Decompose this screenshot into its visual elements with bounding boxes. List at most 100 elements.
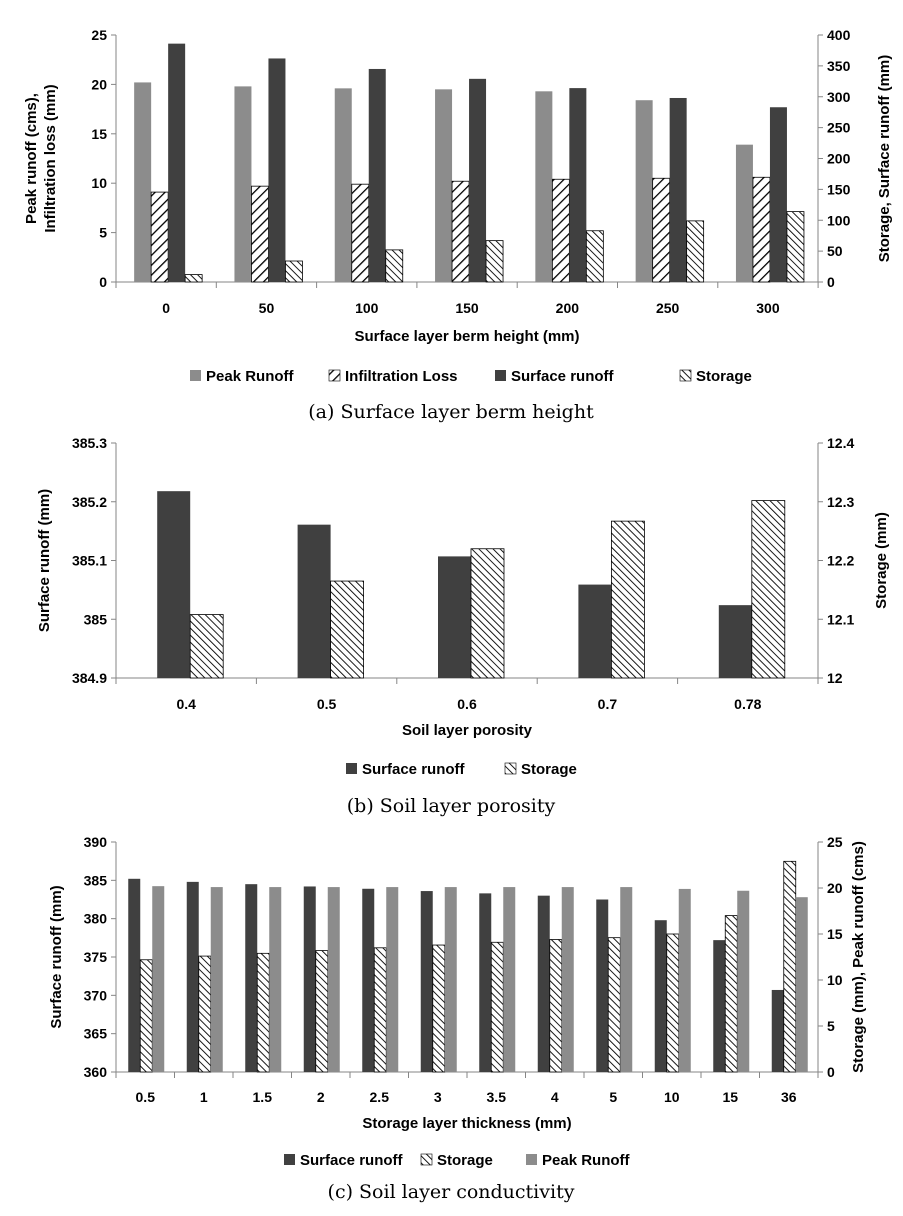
bar-storage [330, 580, 365, 679]
bar-peak-runoff [386, 887, 399, 1072]
bar-surface-runoff [537, 895, 550, 1072]
bar-surface-runoff [654, 920, 667, 1072]
left-axis-title-line: Peak runoff (cms), [23, 93, 40, 224]
bar-surface-runoff [303, 886, 316, 1072]
x-tick-label: 0.5 [317, 696, 337, 712]
x-tick-label: 0.6 [457, 696, 477, 712]
x-tick-label: 250 [656, 300, 680, 316]
x-tick-label: 50 [259, 300, 275, 316]
x-tick-label: 5 [609, 1089, 617, 1105]
x-tick-label: 150 [455, 300, 479, 316]
legend-swatch [420, 1153, 433, 1166]
bar-storage [611, 520, 645, 679]
left-axis-title-line: Infiltration loss (mm) [42, 84, 59, 232]
right-tick-label: 15 [827, 926, 843, 942]
left-tick-label: 20 [91, 76, 107, 92]
left-axis-title: Surface runoff (mm) [36, 489, 53, 632]
bar-storage [490, 941, 504, 1073]
right-tick-label: 12 [827, 670, 843, 686]
right-tick-label: 200 [827, 151, 851, 167]
x-tick-label: 0.78 [734, 696, 761, 712]
left-tick-label: 390 [84, 834, 108, 850]
left-tick-label: 25 [91, 27, 107, 43]
bar-peak-runoff [435, 89, 453, 282]
x-tick-label: 0.5 [136, 1089, 156, 1105]
right-axis-title: Storage (mm), Peak runoff (cms) [850, 841, 867, 1073]
bar-infiltration-loss [251, 185, 269, 283]
bar-peak-runoff [444, 887, 457, 1072]
bar-storage [666, 933, 680, 1073]
left-tick-label: 15 [91, 126, 107, 142]
bar-peak-runoff [620, 887, 633, 1072]
bar-surface-runoff [245, 884, 258, 1072]
right-tick-label: 5 [827, 1018, 835, 1034]
right-tick-label: 12.4 [827, 435, 854, 451]
bar-storage [607, 937, 621, 1073]
legend-label: Surface runoff [362, 761, 466, 778]
right-tick-label: 10 [827, 972, 843, 988]
right-tick-label: 400 [827, 27, 851, 43]
bar-peak-runoff [269, 887, 282, 1072]
right-axis-title: Storage, Surface runoff (mm) [876, 55, 893, 263]
legend-swatch [328, 369, 341, 382]
bar-surface-runoff [596, 899, 609, 1072]
bar-surface-runoff [569, 88, 587, 282]
right-tick-label: 250 [827, 120, 851, 136]
left-tick-label: 385 [84, 872, 108, 888]
legend-label: Infiltration Loss [345, 368, 458, 385]
bar-surface-runoff [420, 891, 433, 1072]
bar-storage [315, 950, 329, 1073]
bar-peak-runoff [134, 82, 152, 282]
x-tick-label: 4 [551, 1089, 559, 1105]
right-tick-label: 350 [827, 58, 851, 74]
bar-infiltration-loss [752, 176, 771, 283]
bar-storage [470, 548, 505, 679]
bar-peak-runoff [737, 890, 750, 1072]
right-tick-label: 50 [827, 243, 843, 259]
bar-surface-runoff [368, 68, 386, 283]
legend-label: Peak Runoff [542, 1152, 631, 1169]
x-tick-label: 1 [200, 1089, 208, 1105]
legend-label: Storage [437, 1152, 493, 1169]
left-tick-label: 380 [84, 911, 108, 927]
bar-surface-runoff [771, 989, 784, 1072]
bar-storage [285, 260, 303, 283]
left-tick-label: 365 [84, 1026, 108, 1042]
bar-peak-runoff [503, 887, 516, 1072]
x-tick-label: 2.5 [370, 1089, 390, 1105]
legend-label: Peak Runoff [206, 368, 295, 385]
x-tick-label: 300 [756, 300, 780, 316]
right-tick-label: 12.1 [827, 611, 854, 627]
legend-swatch [679, 369, 692, 382]
x-tick-label: 10 [664, 1089, 680, 1105]
bar-storage [751, 500, 786, 679]
x-tick-label: 100 [355, 300, 379, 316]
right-tick-label: 20 [827, 880, 843, 896]
figure-caption: (b) Soil layer porosity [347, 795, 556, 817]
legend-label: Storage [521, 761, 577, 778]
bar-storage [198, 955, 212, 1073]
x-tick-label: 15 [722, 1089, 738, 1105]
legend-label: Storage [696, 368, 752, 385]
figure-caption: (c) Soil layer conductivity [328, 1181, 575, 1203]
right-tick-label: 12.3 [827, 494, 854, 510]
right-tick-label: 0 [827, 274, 835, 290]
x-tick-label: 2 [317, 1089, 325, 1105]
x-axis-title: Surface layer berm height (mm) [354, 328, 579, 345]
bar-storage [139, 959, 153, 1073]
x-tick-label: 0.7 [598, 696, 618, 712]
bar-peak-runoff [234, 86, 252, 282]
bar-surface-runoff [718, 605, 752, 678]
bar-surface-runoff [168, 43, 186, 282]
left-tick-label: 360 [84, 1064, 108, 1080]
bar-storage [585, 230, 604, 283]
x-axis-title: Soil layer porosity [402, 722, 533, 739]
bar-storage [549, 939, 563, 1073]
bar-surface-runoff [128, 878, 141, 1072]
left-tick-label: 385 [84, 611, 108, 627]
x-tick-label: 3.5 [487, 1089, 507, 1105]
bar-storage [256, 952, 270, 1073]
x-tick-label: 200 [556, 300, 580, 316]
